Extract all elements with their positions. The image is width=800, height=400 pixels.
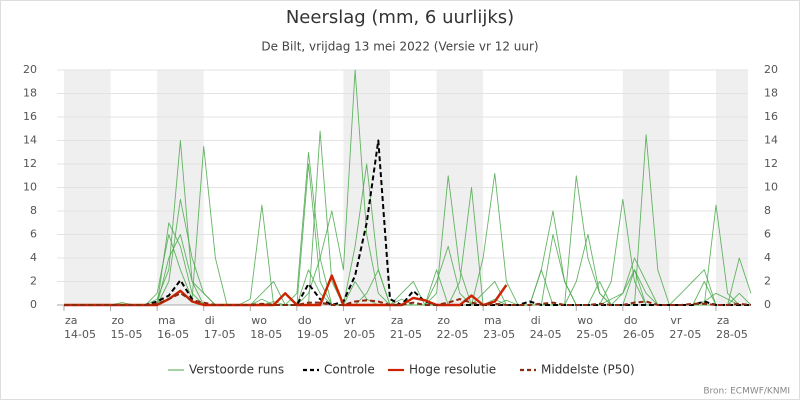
y2-tick-label: 8	[764, 204, 771, 217]
x-tick-weekday: za	[391, 314, 404, 327]
y-tick-label: 20	[23, 63, 37, 76]
y-tick-label: 0	[30, 298, 37, 311]
x-tick-date: 23-05	[483, 328, 515, 341]
y-tick-label: 10	[23, 181, 37, 194]
x-tick-date: 28-05	[716, 328, 748, 341]
x-tick-weekday: di	[205, 314, 215, 327]
x-tick-weekday: wo	[251, 314, 267, 327]
series-line	[64, 139, 751, 306]
y2-tick-label: 10	[764, 181, 778, 194]
x-tick-date: 17-05	[204, 328, 236, 341]
x-tick-date: 25-05	[576, 328, 608, 341]
legend-label: Controle	[324, 363, 375, 377]
x-tick-weekday: za	[65, 314, 78, 327]
y-tick-label: 14	[23, 134, 37, 147]
x-tick-date: 24-05	[530, 328, 562, 341]
x-tick-date: 22-05	[437, 328, 469, 341]
x-tick-date: 21-05	[390, 328, 422, 341]
y-tick-label: 8	[30, 204, 37, 217]
x-tick-weekday: ma	[484, 314, 501, 327]
y-tick-label: 12	[23, 157, 37, 170]
y2-tick-label: 2	[764, 275, 771, 288]
legend-label: Middelste (P50)	[541, 363, 635, 377]
x-tick-date: 18-05	[250, 328, 282, 341]
x-tick-weekday: za	[717, 314, 730, 327]
x-tick-weekday: vr	[344, 314, 356, 327]
x-tick-weekday: do	[298, 314, 312, 327]
source: Bron: ECMWF/KNMI	[703, 387, 790, 397]
x-tick-weekday: di	[531, 314, 541, 327]
y2-tick-label: 18	[764, 87, 778, 100]
y2-tick-label: 14	[764, 134, 778, 147]
y-tick-label: 16	[23, 110, 37, 123]
x-tick-date: 14-05	[64, 328, 96, 341]
chart-title: Neerslag (mm, 6 uurlijks)	[286, 7, 514, 28]
y2-tick-label: 6	[764, 228, 771, 241]
y-tick-label: 18	[23, 87, 37, 100]
y2-tick-label: 12	[764, 157, 778, 170]
y-tick-label: 2	[30, 275, 37, 288]
legend-label: Hoge resolutie	[409, 363, 496, 377]
y2-tick-label: 16	[764, 110, 778, 123]
x-tick-weekday: do	[624, 314, 638, 327]
x-tick-date: 16-05	[157, 328, 189, 341]
x-tick-weekday: ma	[158, 314, 175, 327]
x-tick-date: 27-05	[669, 328, 701, 341]
x-tick-weekday: zo	[438, 314, 451, 327]
series-line	[64, 292, 752, 306]
y2-tick-label: 4	[764, 251, 771, 264]
y2-tick-label: 0	[764, 298, 771, 311]
x-tick-date: 26-05	[623, 328, 655, 341]
series-line	[64, 151, 752, 306]
x-tick-date: 15-05	[111, 328, 143, 341]
x-tick-weekday: wo	[577, 314, 593, 327]
x-tick-date: 19-05	[297, 328, 329, 341]
x-tick-weekday: vr	[670, 314, 682, 327]
legend-label: Verstoorde runs	[189, 363, 284, 377]
series-line	[64, 234, 752, 306]
x-tick-weekday: zo	[112, 314, 125, 327]
y-tick-label: 4	[30, 251, 37, 264]
y2-tick-label: 20	[764, 63, 778, 76]
x-tick-date: 20-05	[343, 328, 375, 341]
y-tick-label: 6	[30, 228, 37, 241]
chart-subtitle: De Bilt, vrijdag 13 mei 2022 (Versie vr …	[261, 40, 538, 54]
